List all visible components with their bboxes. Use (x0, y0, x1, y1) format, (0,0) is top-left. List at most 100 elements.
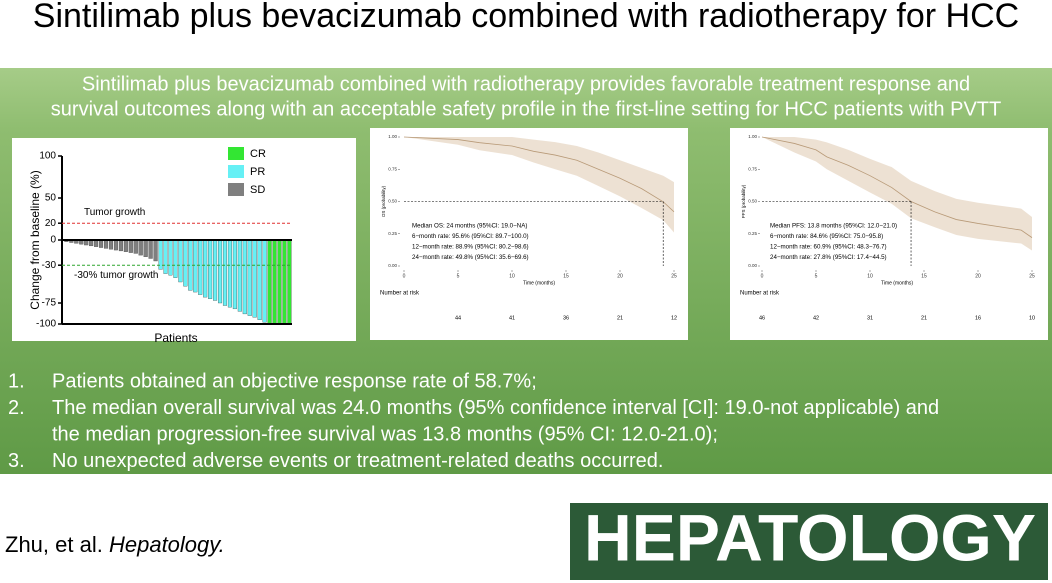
x-tick-label: 15 (921, 273, 927, 279)
bar (213, 239, 218, 301)
y-tick-label: 0.25 (748, 231, 757, 236)
y-tick-label: 1.00 (388, 134, 397, 139)
y-tick-label: 50 (45, 193, 57, 204)
bar (208, 239, 213, 299)
stat-text: 12−month rate: 60.9% (95%CI: 48.3−76.7) (770, 244, 887, 251)
bar (203, 239, 208, 298)
pfs-chart: 0.00 0.25 0.50 0.75 1.00 0 5 10 15 20 25 PFS (proba… (740, 134, 1035, 321)
finding-text: Patients obtained an objective response … (52, 370, 537, 392)
legend-swatch (228, 147, 244, 160)
finding-number: 1. (8, 370, 25, 392)
legend-label: SD (250, 184, 265, 196)
y-tick-label: 1.00 (748, 134, 757, 139)
y-tick-label: 0.00 (748, 263, 757, 268)
bar (267, 239, 272, 325)
title: Sintilimab plus bevacizumab combined wit… (33, 0, 1019, 35)
y-tick-label: 0.50 (748, 199, 757, 204)
findings: 1. Patients obtained an objective respons… (8, 370, 939, 472)
survival-curve (761, 136, 1033, 238)
risk-count: 31 (867, 315, 873, 321)
x-tick-label: 20 (975, 273, 981, 279)
bar (272, 239, 277, 325)
bar (193, 239, 198, 293)
bar (282, 239, 287, 325)
reference-label: Tumor growth (84, 207, 145, 218)
bar (198, 239, 203, 295)
bar (104, 239, 109, 249)
os-box (370, 128, 688, 340)
bar (218, 239, 223, 304)
x-tick-label: 15 (563, 273, 569, 279)
risk-title: Number at risk (740, 291, 780, 297)
stat-text: 12−month rate: 88.9% (95%CI: 80.2−98.6) (412, 244, 529, 251)
bar (242, 239, 247, 315)
bar (168, 239, 173, 276)
stat-text: 24−month rate: 27.8% (95%CI: 17.4−44.5) (770, 254, 887, 261)
risk-count: 46 (759, 315, 765, 321)
y-tick-label: 100 (39, 151, 56, 162)
summary-line: survival outcomes along with an acceptab… (51, 98, 1001, 120)
x-tick-label: 0 (761, 273, 764, 279)
bar (287, 239, 292, 325)
bar (252, 239, 257, 318)
risk-count: 21 (921, 315, 927, 321)
legend-label: PR (250, 166, 265, 178)
bar (153, 239, 158, 262)
legend-swatch (228, 165, 244, 178)
risk-title: Number at risk (380, 291, 420, 297)
y-tick-label: 0.75 (388, 166, 397, 171)
x-tick-label: 20 (617, 273, 623, 279)
risk-count: 12 (671, 315, 677, 321)
y-tick-label: -100 (36, 319, 56, 330)
logo: HEPATOLOGY (584, 500, 1036, 574)
x-axis-label: Patients (154, 331, 197, 345)
stat-text: Median PFS: 13.8 months (95%CI: 12.0−21.… (770, 223, 897, 230)
x-tick-label: 5 (457, 273, 460, 279)
finding-text: The median overall survival was 24.0 mon… (52, 397, 939, 419)
risk-count: 16 (975, 315, 981, 321)
bar (173, 239, 178, 278)
risk-count: 10 (1029, 315, 1035, 321)
risk-count: 41 (509, 315, 515, 321)
risk-count: 44 (455, 315, 461, 321)
risk-count: 21 (617, 315, 623, 321)
x-tick-label: 0 (403, 273, 406, 279)
citation-authors: Zhu, et al. (5, 532, 103, 557)
y-tick-label: 0.50 (388, 199, 397, 204)
y-tick-label: 0.25 (388, 231, 397, 236)
ci-band (404, 137, 674, 233)
bar (143, 239, 148, 257)
bar (128, 239, 133, 253)
waterfall-chart: 100 50 20 0 -30 -75 -100 Change from baseline (… (28, 147, 292, 345)
y-tick-label: 0.00 (388, 263, 397, 268)
bar (262, 239, 267, 323)
y-tick-label: 0 (50, 235, 56, 246)
stat-text: Median OS: 24 months (95%CI: 19.0−NA) (412, 223, 527, 230)
x-tick-label: 5 (815, 273, 818, 279)
os-chart: 0.00 0.25 0.50 0.75 1.00 0 5 10 15 20 25 OS (probab… (380, 134, 677, 321)
x-axis-label: Time (months) (881, 280, 913, 286)
x-tick-label: 10 (867, 273, 873, 279)
stat-text: 6−month rate: 84.6% (95%CI: 75.0−95.8) (770, 233, 883, 240)
stat-text: 24−month rate: 49.8% (95%CI: 35.6−69.6) (412, 254, 529, 261)
logo-box (570, 503, 1048, 580)
bar (247, 239, 252, 316)
x-tick-label: 25 (1029, 273, 1035, 279)
stat-text: 6−month rate: 95.6% (95%CI: 89.7−100.0) (412, 233, 529, 240)
ci-band (762, 137, 1032, 251)
x-tick-label: 25 (671, 273, 677, 279)
bar (163, 239, 168, 274)
bar (257, 239, 262, 320)
finding-text: No unexpected adverse events or treatmen… (52, 450, 663, 472)
y-tick-label: 0.75 (748, 166, 757, 171)
bar (99, 239, 104, 248)
risk-count: 42 (813, 315, 819, 321)
reference-label: -30% tumor growth (74, 270, 158, 281)
bar (118, 239, 123, 252)
y-tick-label: 20 (45, 218, 57, 229)
bar (94, 239, 99, 247)
risk-count: 36 (563, 315, 569, 321)
bar (133, 239, 138, 254)
bar (138, 239, 143, 256)
summary-line: Sintilimab plus bevacizumab combined wit… (82, 73, 970, 95)
